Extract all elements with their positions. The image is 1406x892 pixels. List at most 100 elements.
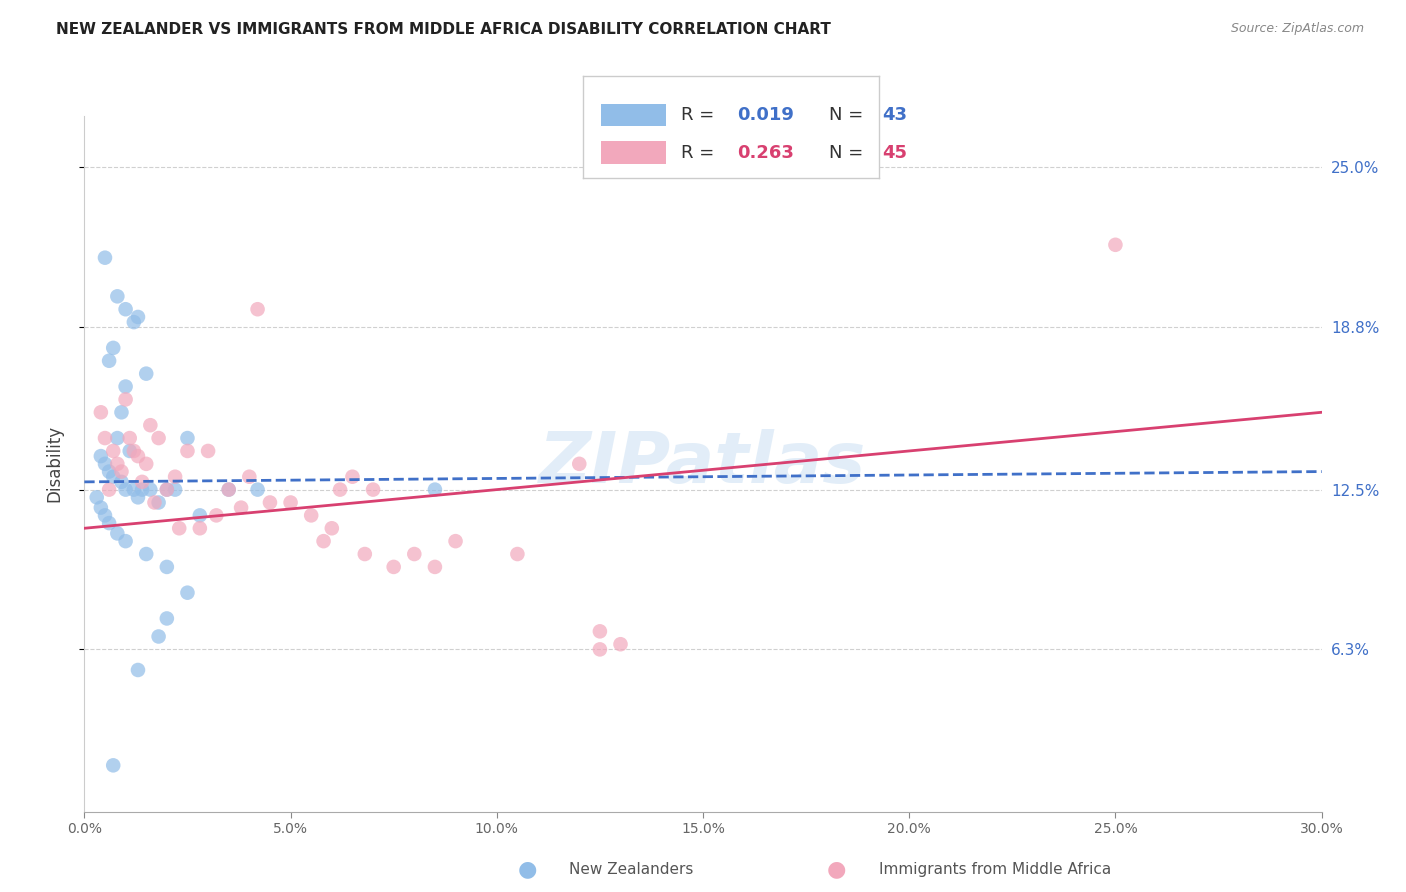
Point [382, 560, 405, 574]
Point [118, 431, 141, 445]
Text: 45: 45 [882, 144, 907, 161]
Point [90, 500, 112, 515]
Point [361, 483, 384, 497]
Point [114, 302, 136, 317]
Point [156, 483, 179, 497]
Point [98, 483, 121, 497]
Text: ●: ● [827, 860, 846, 880]
Point [609, 637, 631, 651]
Text: R =: R = [681, 106, 720, 124]
Point [568, 457, 591, 471]
Point [246, 483, 269, 497]
Point [127, 310, 149, 324]
Point [110, 475, 132, 489]
Point [94, 508, 117, 523]
Point [98, 465, 121, 479]
Point [329, 483, 352, 497]
Point [127, 449, 149, 463]
Text: Source: ZipAtlas.com: Source: ZipAtlas.com [1230, 22, 1364, 36]
Point [280, 495, 302, 509]
Point [176, 585, 198, 599]
Point [176, 431, 198, 445]
Point [94, 431, 117, 445]
Point [423, 483, 446, 497]
Point [238, 469, 260, 483]
Point [118, 444, 141, 458]
Point [103, 758, 125, 772]
Point [506, 547, 529, 561]
Point [127, 663, 149, 677]
Point [218, 483, 240, 497]
Point [589, 642, 612, 657]
Point [143, 495, 166, 509]
Point [589, 624, 612, 639]
Point [114, 483, 136, 497]
Point [188, 508, 211, 523]
Point [105, 457, 128, 471]
Point [114, 534, 136, 549]
Point [114, 392, 136, 407]
Point [229, 500, 252, 515]
Point [110, 405, 132, 419]
Text: 0.019: 0.019 [737, 106, 794, 124]
Text: NEW ZEALANDER VS IMMIGRANTS FROM MIDDLE AFRICA DISABILITY CORRELATION CHART: NEW ZEALANDER VS IMMIGRANTS FROM MIDDLE … [56, 22, 831, 37]
Point [131, 483, 153, 497]
Point [423, 560, 446, 574]
Point [246, 302, 269, 317]
FancyBboxPatch shape [602, 103, 666, 126]
Point [321, 521, 343, 535]
Text: 0.263: 0.263 [737, 144, 794, 161]
Text: ●: ● [517, 860, 537, 880]
Point [94, 457, 117, 471]
Point [156, 483, 179, 497]
Point [353, 547, 375, 561]
Y-axis label: Disability: Disability [45, 425, 63, 502]
FancyBboxPatch shape [602, 142, 666, 164]
Text: N =: N = [828, 106, 869, 124]
Point [114, 379, 136, 393]
Point [188, 521, 211, 535]
Point [167, 521, 190, 535]
Point [165, 469, 187, 483]
Point [139, 418, 162, 433]
Text: ZIPatlas: ZIPatlas [540, 429, 866, 499]
Point [127, 491, 149, 505]
Point [156, 560, 179, 574]
Point [122, 315, 145, 329]
Point [122, 444, 145, 458]
Point [197, 444, 219, 458]
Point [312, 534, 335, 549]
Point [105, 431, 128, 445]
Text: New Zealanders: New Zealanders [569, 863, 693, 877]
Point [404, 547, 426, 561]
Point [103, 444, 125, 458]
Point [148, 495, 170, 509]
Point [205, 508, 228, 523]
Text: Immigrants from Middle Africa: Immigrants from Middle Africa [879, 863, 1111, 877]
Point [165, 483, 187, 497]
Point [103, 469, 125, 483]
Point [176, 444, 198, 458]
Point [103, 341, 125, 355]
Point [90, 449, 112, 463]
Point [98, 516, 121, 530]
Point [94, 251, 117, 265]
Point [139, 483, 162, 497]
Point [110, 465, 132, 479]
Point [105, 526, 128, 541]
Point [342, 469, 364, 483]
Point [444, 534, 467, 549]
Point [259, 495, 281, 509]
Point [86, 491, 108, 505]
Point [135, 457, 157, 471]
Point [131, 475, 153, 489]
Point [299, 508, 322, 523]
Point [122, 483, 145, 497]
Point [90, 405, 112, 419]
Point [135, 367, 157, 381]
Point [98, 353, 121, 368]
Text: R =: R = [681, 144, 720, 161]
Point [1104, 237, 1126, 252]
Point [148, 630, 170, 644]
Point [105, 289, 128, 303]
